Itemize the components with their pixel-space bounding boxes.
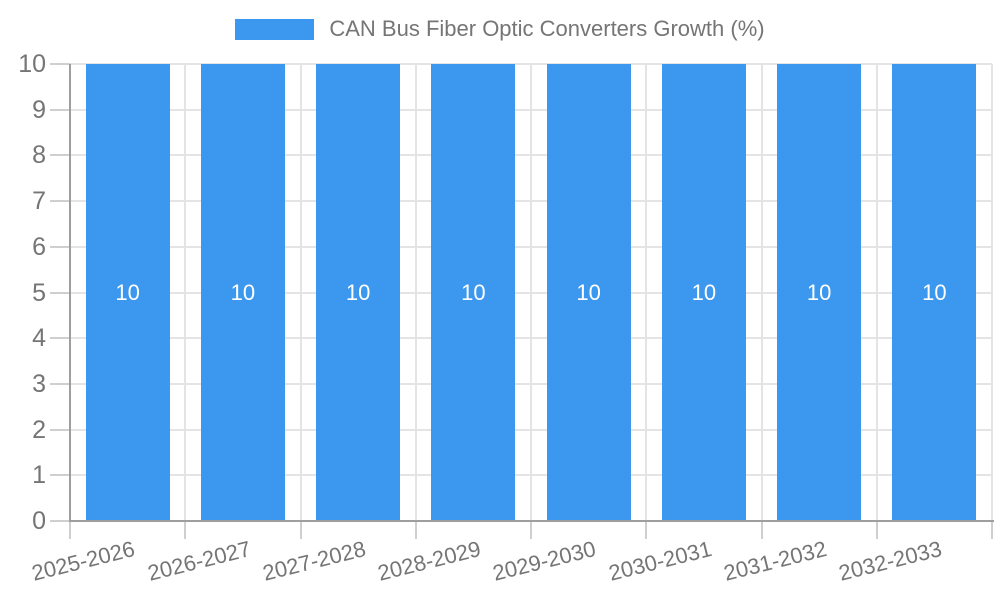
y-axis-tick	[50, 291, 70, 294]
x-axis-tick	[875, 521, 878, 539]
x-axis-label: 2027-2028	[260, 536, 369, 586]
y-axis-label: 0	[32, 507, 46, 535]
bar-value-label: 10	[576, 279, 601, 305]
y-axis-tick	[50, 428, 70, 431]
x-gridline	[760, 64, 763, 521]
bar-value-label: 10	[345, 279, 371, 305]
y-axis-tick	[50, 245, 70, 248]
bar-value-label: 10	[691, 279, 717, 305]
bar[interactable]	[85, 64, 170, 521]
bar[interactable]	[200, 64, 285, 521]
y-axis-label: 1	[32, 461, 46, 490]
x-axis-label: 2028-2029	[375, 536, 484, 586]
bar[interactable]	[661, 64, 746, 521]
x-axis-tick	[69, 521, 71, 539]
x-axis-line	[69, 520, 994, 522]
x-axis-tick	[645, 521, 648, 539]
bar-value-label: 10	[115, 279, 140, 305]
x-axis-tick	[184, 521, 187, 539]
y-axis-tick	[50, 108, 70, 111]
y-axis-tick	[50, 382, 70, 385]
y-axis-tick	[50, 200, 70, 203]
y-axis-tick	[50, 520, 70, 522]
y-axis-label: 3	[32, 369, 46, 398]
x-axis-tick	[991, 521, 993, 539]
y-axis-label: 10	[18, 50, 46, 78]
x-gridline	[299, 64, 302, 521]
x-axis-label: 2031-2032	[721, 536, 830, 586]
x-gridline	[645, 64, 648, 521]
bar[interactable]	[546, 64, 631, 521]
y-axis-line	[69, 64, 71, 521]
x-axis-tick	[530, 521, 532, 539]
bar[interactable]	[777, 64, 862, 521]
x-axis-label: 2026-2027	[144, 536, 253, 586]
y-axis-label: 9	[32, 95, 46, 124]
bar-value-label: 10	[230, 279, 256, 305]
legend-swatch[interactable]	[235, 18, 315, 40]
y-axis-label: 8	[32, 141, 46, 170]
bar-value-label: 10	[461, 279, 486, 305]
x-axis-label: 2029-2030	[490, 536, 599, 586]
y-axis-label: 4	[32, 324, 46, 353]
bar-value-label: 10	[922, 279, 947, 305]
x-gridline	[875, 64, 878, 521]
x-axis-tick	[414, 521, 417, 539]
x-axis-tick	[760, 521, 763, 539]
y-axis-tick	[50, 154, 70, 157]
bar[interactable]	[431, 64, 516, 521]
y-axis-label: 7	[32, 187, 46, 216]
bar[interactable]	[892, 64, 977, 521]
x-gridline	[530, 64, 532, 521]
y-axis-label: 6	[32, 232, 46, 261]
x-gridline	[184, 64, 187, 521]
x-gridline	[414, 64, 417, 521]
y-axis-label: 2	[32, 415, 46, 444]
bar[interactable]	[316, 64, 401, 521]
y-axis-tick	[50, 474, 70, 477]
legend[interactable]: CAN Bus Fiber Optic Converters Growth (%…	[0, 14, 1000, 44]
x-axis-label: 2032-2033	[836, 536, 945, 586]
x-axis-label: 2030-2031	[605, 536, 714, 586]
bar-value-label: 10	[806, 279, 832, 305]
x-gridline	[991, 64, 993, 521]
legend-label: CAN Bus Fiber Optic Converters Growth (%…	[329, 16, 765, 41]
y-axis-tick	[50, 337, 70, 340]
y-axis-tick	[50, 63, 70, 65]
x-axis-label: 2025-2026	[29, 536, 138, 586]
x-axis-tick	[299, 521, 302, 539]
y-axis-label: 5	[32, 278, 46, 307]
